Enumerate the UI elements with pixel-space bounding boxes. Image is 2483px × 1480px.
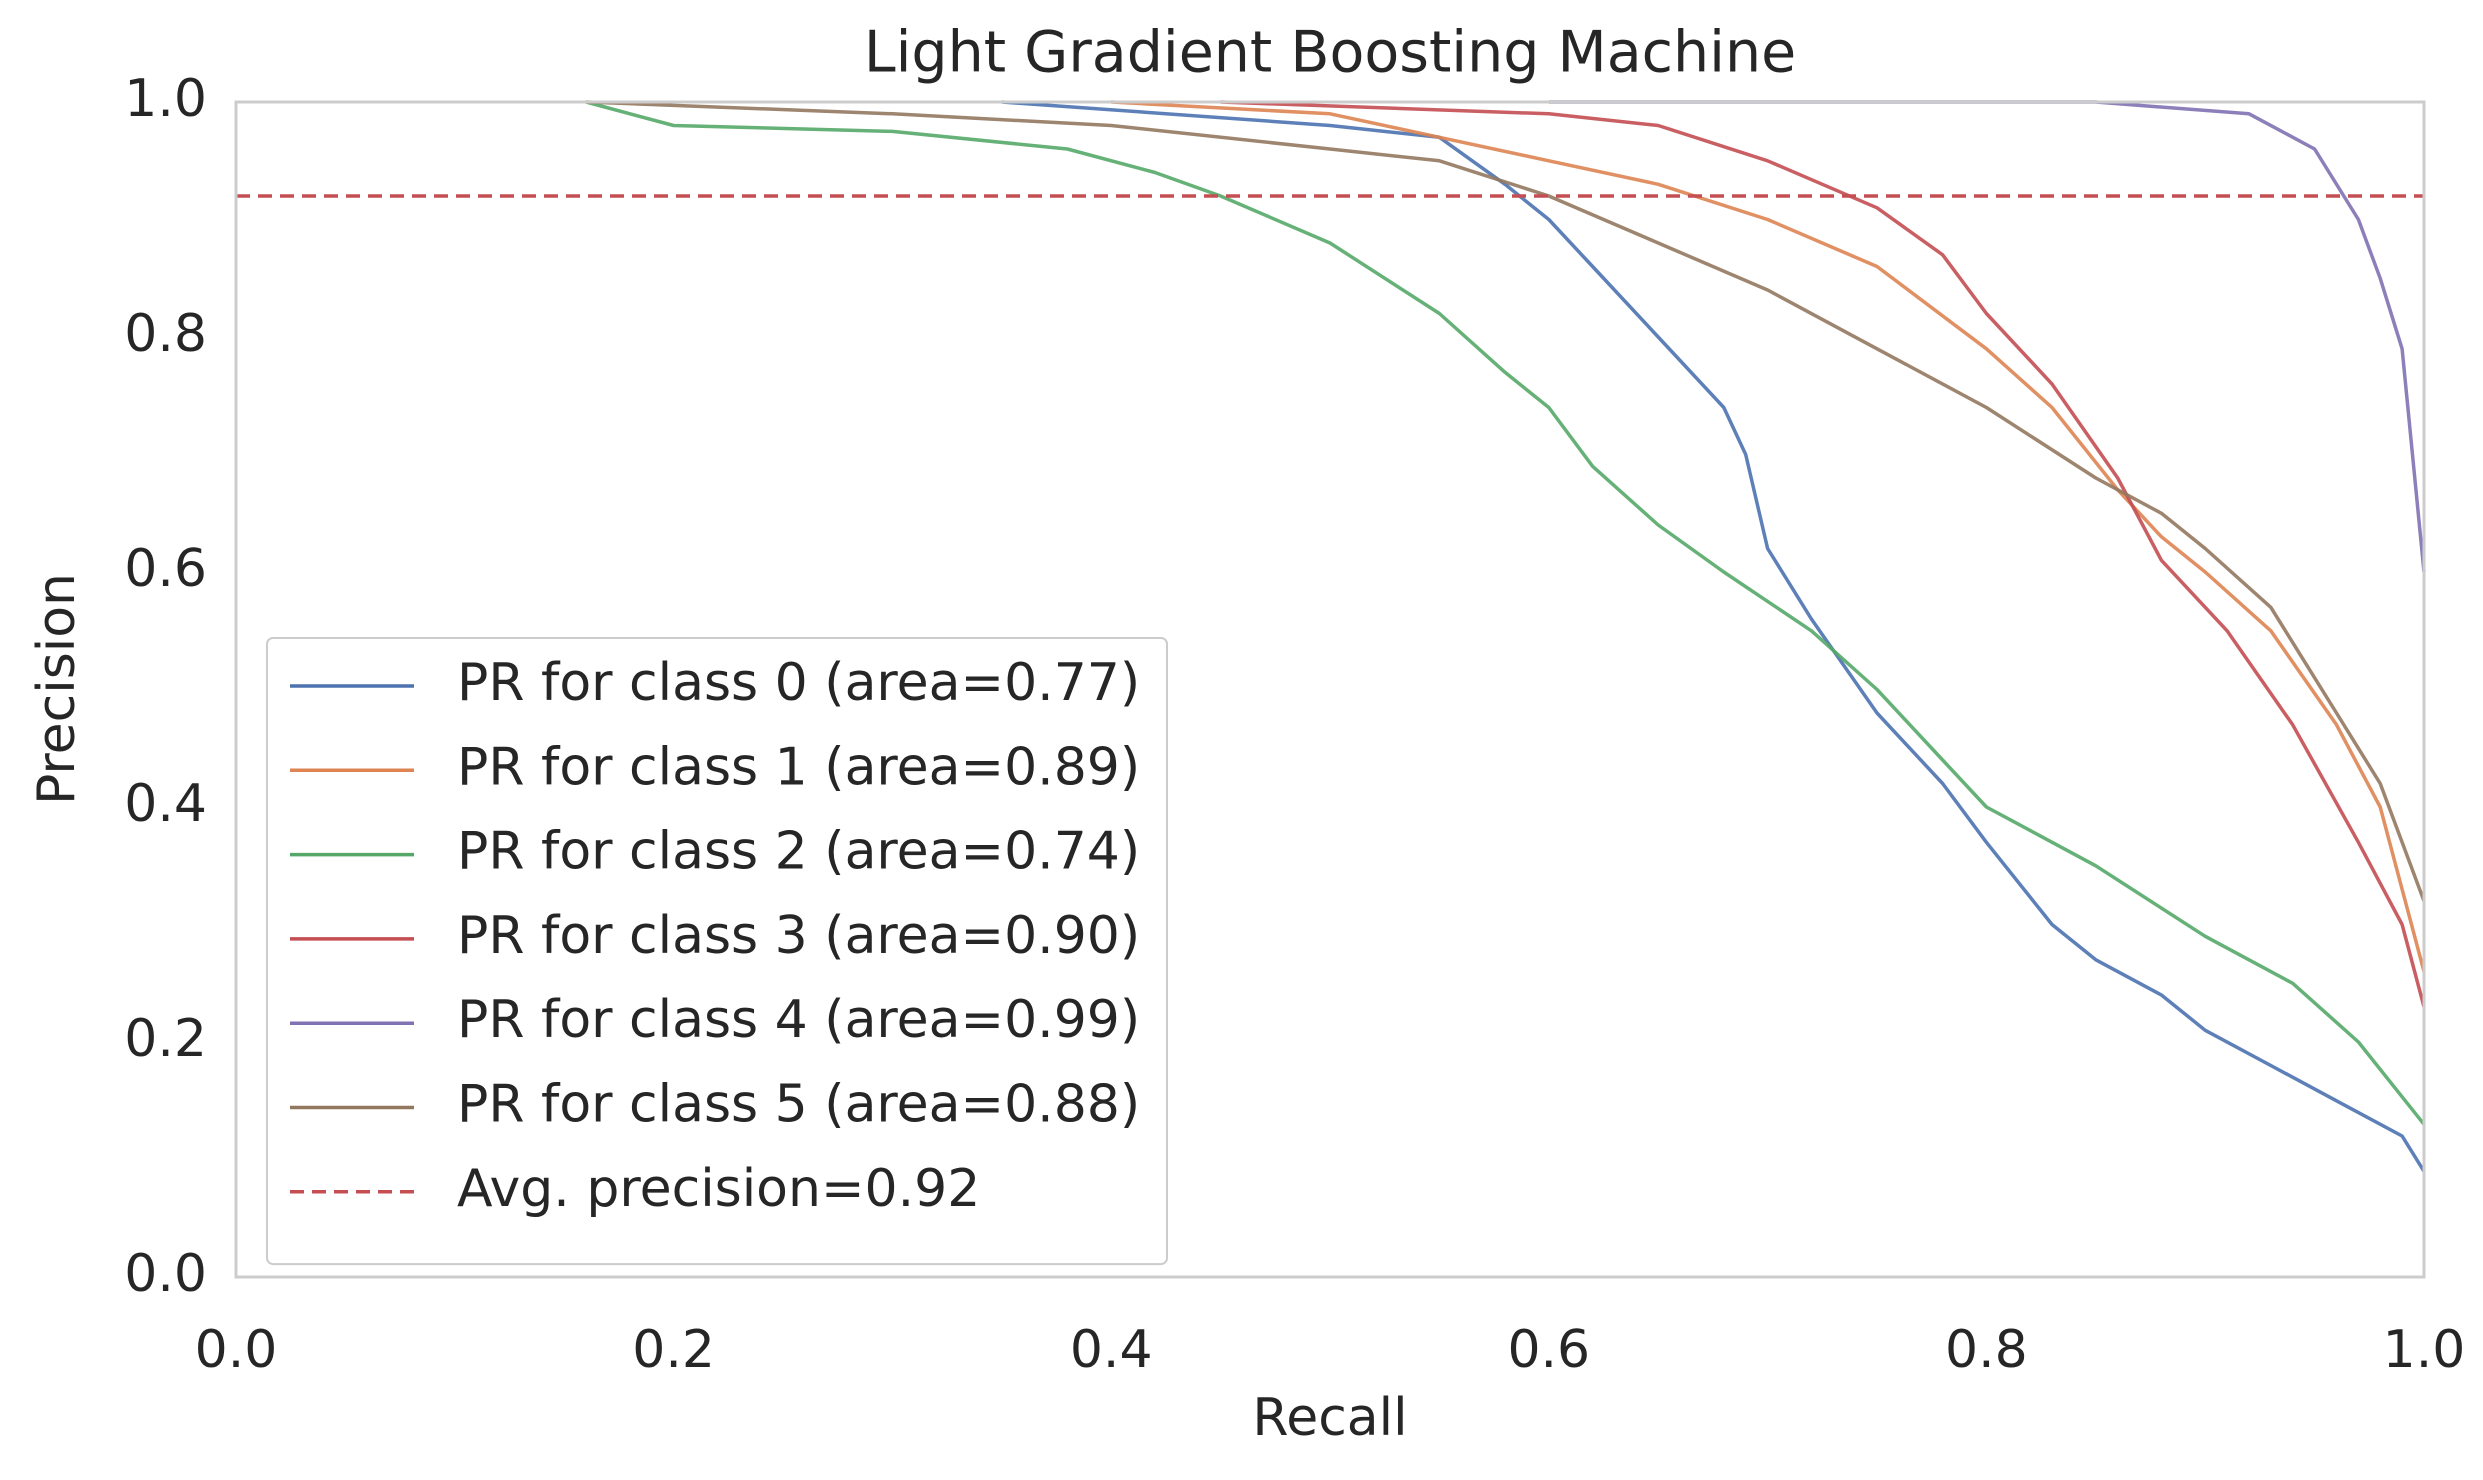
series-line xyxy=(1001,100,2426,1173)
y-tick-label: 0.8 xyxy=(124,304,207,364)
x-tick-label: 0.0 xyxy=(195,1320,278,1380)
x-tick-label: 0.4 xyxy=(1070,1320,1153,1380)
legend-label: PR for class 4 (area=0.99) xyxy=(457,990,1140,1050)
legend-label: Avg. precision=0.92 xyxy=(457,1159,980,1219)
legend: PR for class 0 (area=0.77) PR for class 1… xyxy=(266,637,1168,1266)
y-tick-label: 0.4 xyxy=(124,774,207,834)
series-line xyxy=(1111,100,2426,972)
y-tick-label: 1.0 xyxy=(124,69,207,129)
legend-label: PR for class 2 (area=0.74) xyxy=(457,822,1140,882)
y-tick-label: 0.6 xyxy=(124,539,207,599)
chart-title: Light Gradient Boosting Machine xyxy=(864,20,1796,86)
legend-label: PR for class 0 (area=0.77) xyxy=(457,653,1140,713)
x-tick-label: 1.0 xyxy=(2383,1320,2466,1380)
x-tick-label: 0.6 xyxy=(1507,1320,1590,1380)
series-line xyxy=(1548,100,2426,573)
legend-label: PR for class 3 (area=0.90) xyxy=(457,906,1140,966)
series-line xyxy=(1220,100,2426,1008)
y-tick-label: 0.0 xyxy=(124,1244,207,1304)
legend-box xyxy=(266,637,1168,1266)
y-tick-label: 0.2 xyxy=(124,1009,207,1069)
series-line xyxy=(586,100,2426,902)
y-axis-label: Precision xyxy=(27,573,87,805)
x-tick-label: 0.2 xyxy=(632,1320,715,1380)
plot-frame xyxy=(234,100,2426,1279)
legend-label: PR for class 1 (area=0.89) xyxy=(457,737,1140,797)
x-axis-label: Recall xyxy=(1252,1388,1407,1448)
series-line xyxy=(585,100,2426,1126)
legend-label: PR for class 5 (area=0.88) xyxy=(457,1075,1140,1135)
x-tick-label: 0.8 xyxy=(1945,1320,2028,1380)
